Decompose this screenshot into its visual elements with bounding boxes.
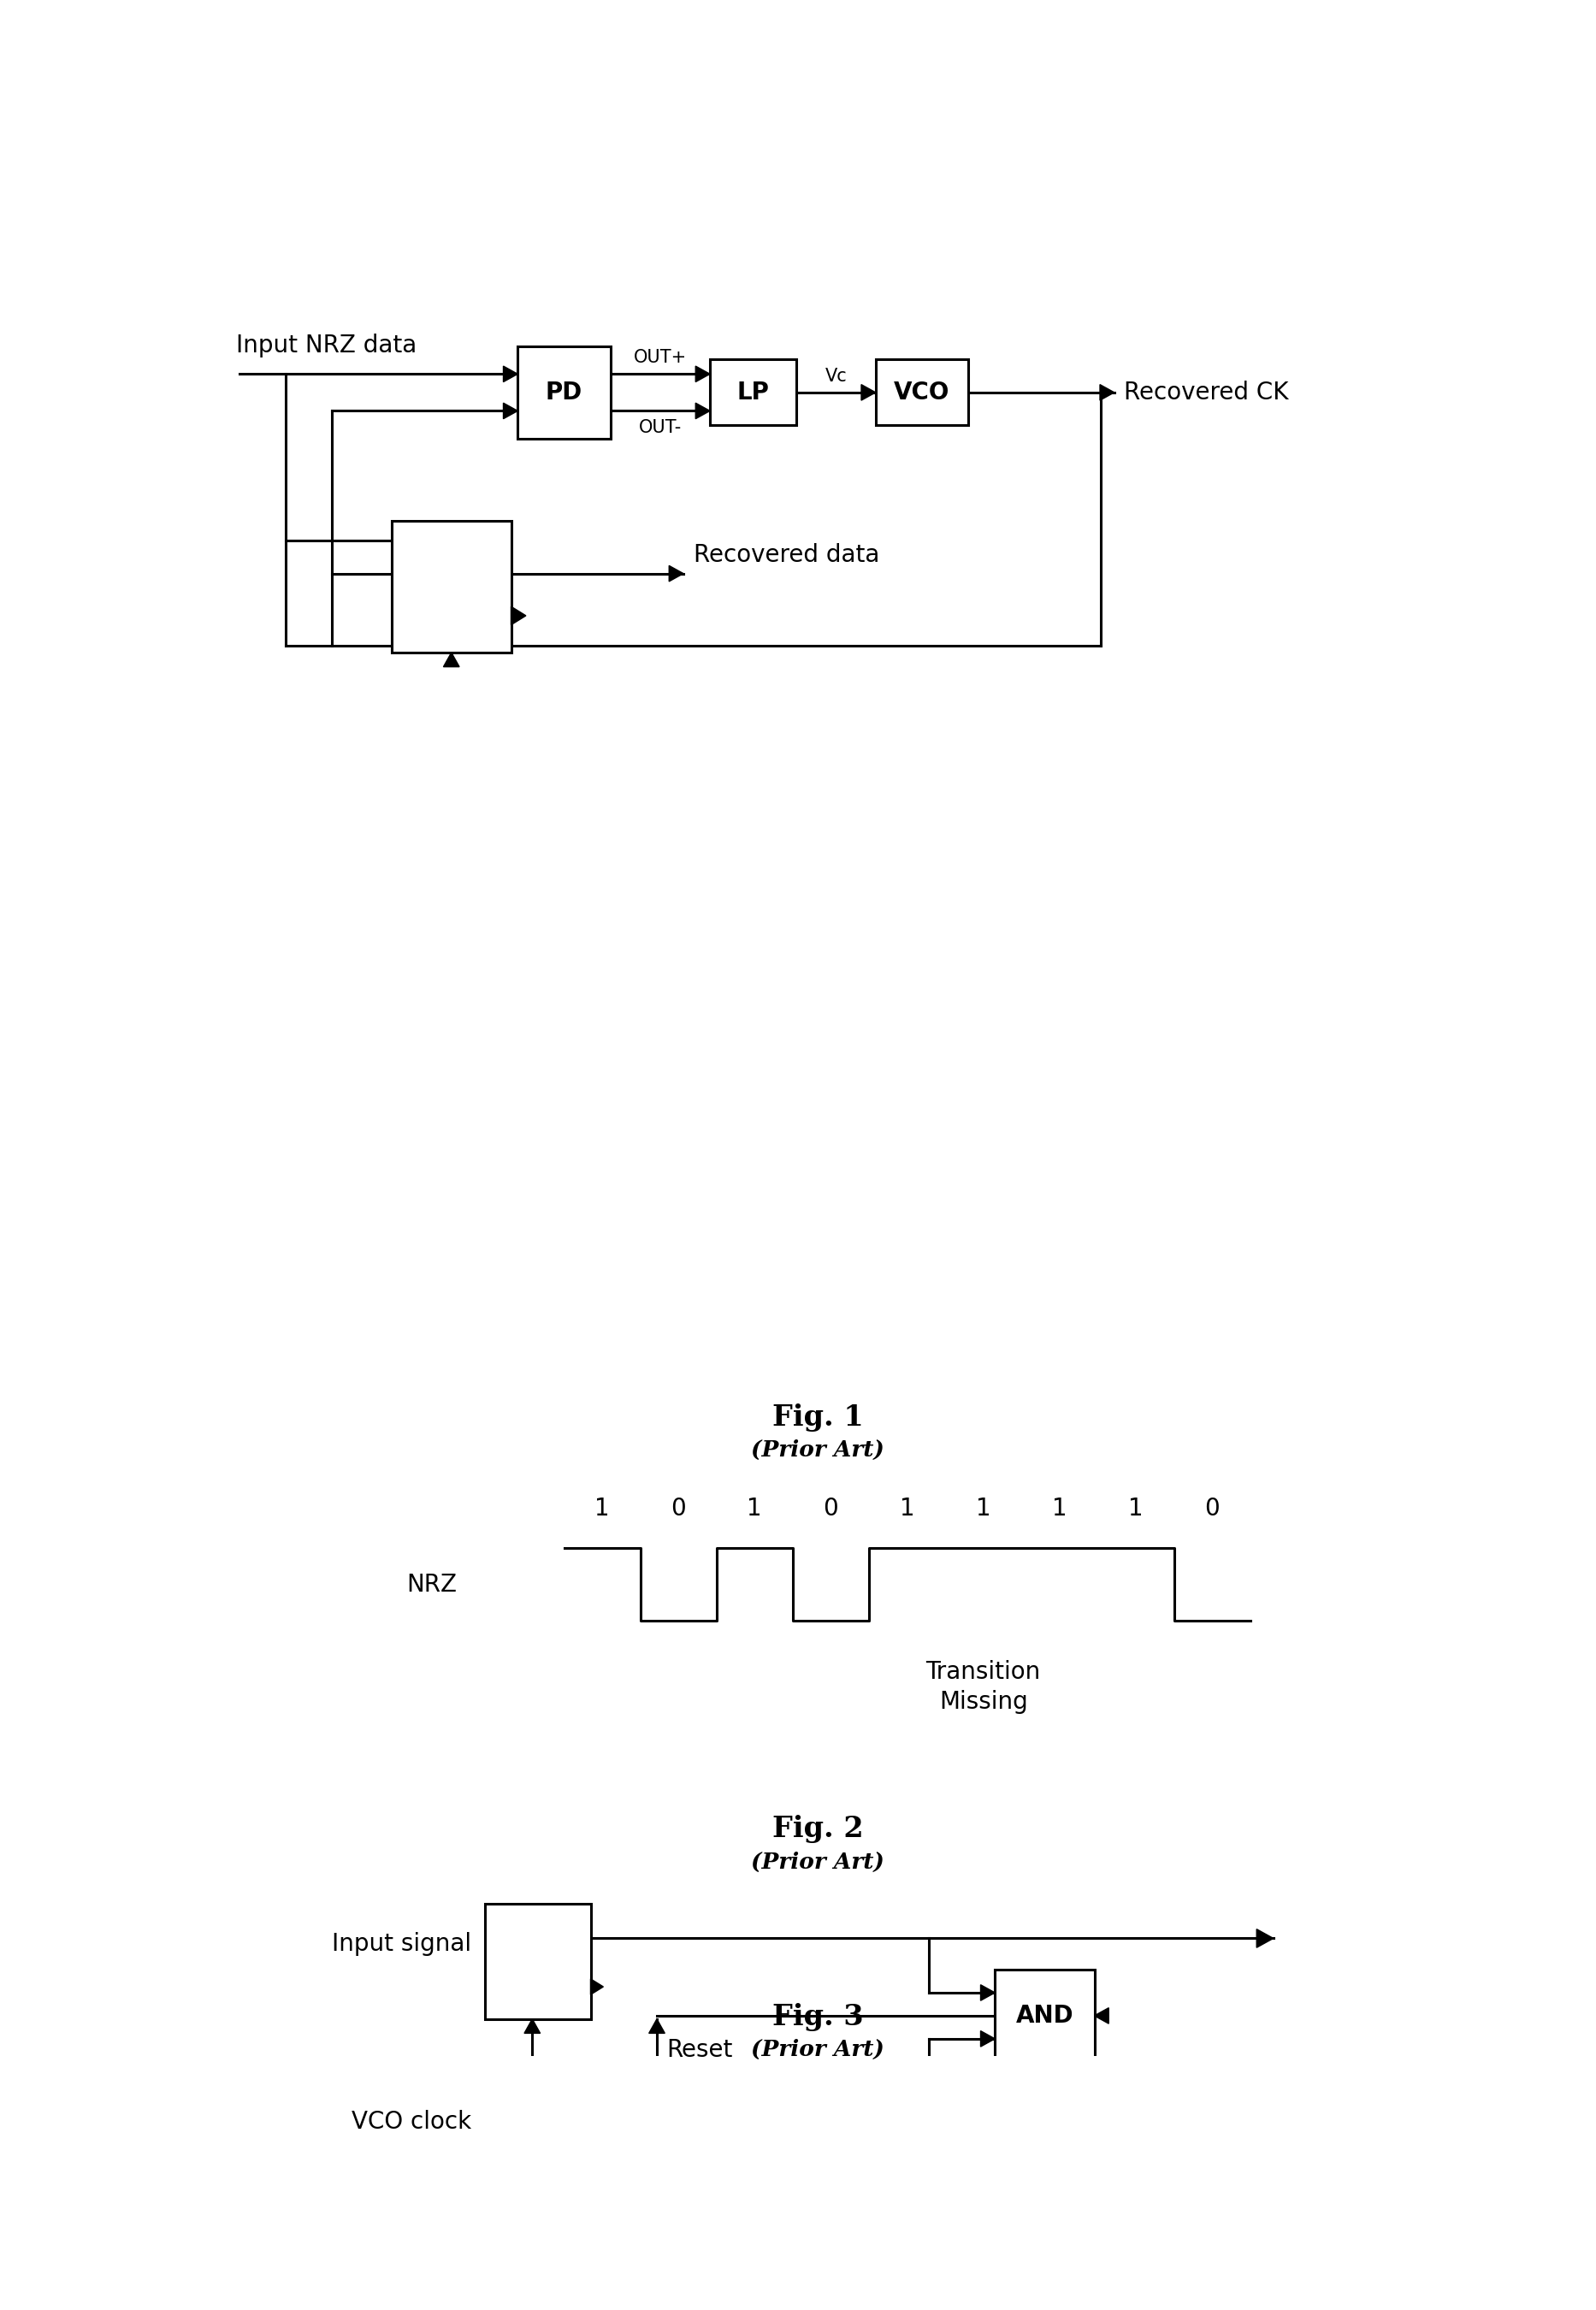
Text: OUT-: OUT- [638,418,681,437]
Text: Reset: Reset [667,2037,733,2063]
Polygon shape [1100,383,1114,400]
Text: Input signal: Input signal [332,1931,471,1957]
Text: 1: 1 [1052,1497,1068,1520]
Text: 1: 1 [900,1497,915,1520]
Text: VCO clock: VCO clock [351,2109,471,2134]
Text: Recovered data: Recovered data [693,543,879,566]
Text: (Prior Art): (Prior Art) [752,1439,884,1460]
Text: Fig. 3: Fig. 3 [772,2003,863,2030]
Polygon shape [696,365,710,381]
Polygon shape [1256,1929,1274,1947]
Polygon shape [503,365,517,381]
Polygon shape [650,2067,666,2081]
Bar [710,360,796,425]
Polygon shape [525,2197,539,2211]
Polygon shape [1095,2007,1109,2024]
Polygon shape [980,1984,994,2000]
Polygon shape [503,402,517,418]
Text: 1: 1 [1128,1497,1143,1520]
Bar [485,2081,591,2197]
Text: VCO: VCO [894,381,950,404]
Polygon shape [525,2019,539,2033]
Polygon shape [591,1980,603,1994]
Text: 1: 1 [595,1497,610,1520]
Polygon shape [511,608,527,626]
Text: Transition
Missing: Transition Missing [926,1661,1041,1714]
Text: 1: 1 [747,1497,763,1520]
Text: Fig. 1: Fig. 1 [772,1402,863,1432]
Text: (Prior Art): (Prior Art) [752,2040,884,2061]
Polygon shape [980,2030,994,2047]
Polygon shape [669,566,683,582]
Text: Fig. 2: Fig. 2 [772,1816,863,1843]
Text: 1: 1 [975,1497,991,1520]
Bar [485,1903,591,2019]
Polygon shape [696,402,710,418]
Bar [876,360,969,425]
Polygon shape [1256,2107,1274,2125]
Bar [391,520,511,651]
Text: AND: AND [1015,2003,1074,2028]
Polygon shape [650,2019,666,2033]
Text: PD: PD [546,381,583,404]
Polygon shape [444,651,460,668]
Polygon shape [591,2158,603,2171]
Text: 0: 0 [824,1497,838,1520]
Text: Recovered CK: Recovered CK [1124,381,1290,404]
Bar [994,1970,1095,2063]
Text: (Prior Art): (Prior Art) [752,1850,884,1873]
Text: 0: 0 [670,1497,686,1520]
Text: Input NRZ data: Input NRZ data [236,333,417,358]
Text: OUT+: OUT+ [634,349,686,365]
Polygon shape [862,383,876,400]
Text: LP: LP [737,381,769,404]
Text: 0: 0 [1205,1497,1219,1520]
Text: Vc: Vc [825,367,847,383]
Bar [517,346,611,439]
Text: NRZ: NRZ [407,1573,456,1596]
